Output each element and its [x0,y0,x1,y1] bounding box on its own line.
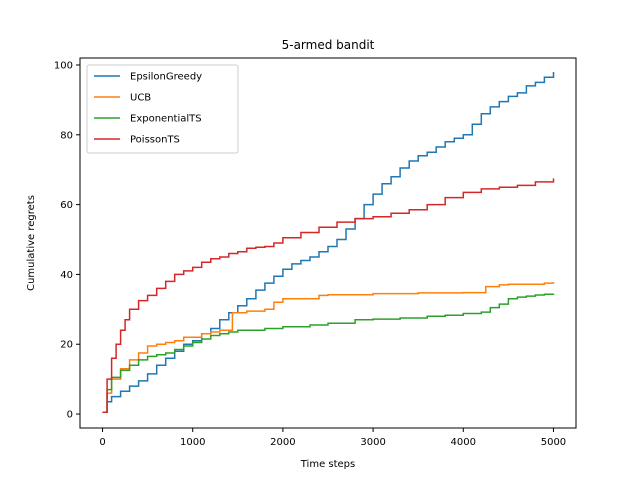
series-line-exponentialts [102,293,555,414]
y-tick-label: 0 [67,410,73,421]
legend-label-poissonts: PoissonTS [130,135,180,146]
y-axis: 0 20 40 60 80 100 [54,60,80,421]
y-axis-label: Cumulative regrets [26,195,37,291]
legend: EpsilonGreedy UCB ExponentialTS PoissonTS [86,64,239,154]
legend-label-exponentialts: ExponentialTS [130,114,202,125]
series-line-epsilongreedy [102,72,555,414]
x-tick-label: 2000 [270,437,295,448]
legend-label-epsilongreedy: EpsilonGreedy [130,72,202,83]
y-tick-label: 60 [60,200,73,211]
series-line-poissonts [102,178,555,414]
x-tick-label: 1000 [180,437,205,448]
y-tick-label: 20 [60,340,73,351]
x-tick-label: 4000 [451,437,476,448]
y-tick-label: 40 [60,270,73,281]
series-line-ucb [102,282,555,414]
chart-title: 5-armed bandit [282,38,375,52]
x-axis-label: Time steps [300,459,356,470]
legend-label-ucb: UCB [130,93,151,104]
x-tick-label: 5000 [541,437,566,448]
y-tick-label: 80 [60,130,73,141]
plot-area [102,72,555,414]
legend-box [86,64,239,154]
x-tick-label: 3000 [360,437,385,448]
axes-frame [79,57,577,429]
x-axis: 0 1000 2000 3000 4000 5000 [99,428,566,448]
x-tick-label: 0 [99,437,105,448]
y-tick-label: 100 [54,60,73,71]
